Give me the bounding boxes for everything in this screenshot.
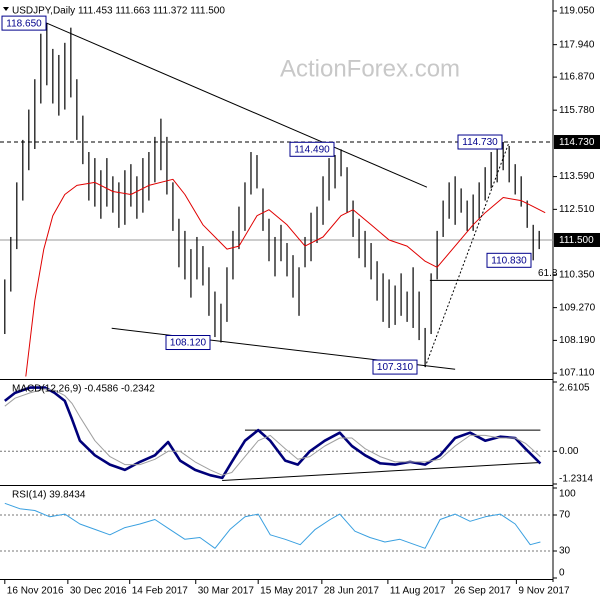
y-tick-label: 108.190 xyxy=(559,335,596,346)
x-tick-label: 30 Mar 2017 xyxy=(198,586,255,597)
y-tick-label: 117.940 xyxy=(559,39,595,50)
y-tick-label: 110.350 xyxy=(559,270,595,281)
x-tick-label: 16 Nov 2016 xyxy=(7,586,64,597)
panel xyxy=(0,19,553,377)
title-arrow xyxy=(3,7,9,11)
x-tick-label: 11 Aug 2017 xyxy=(390,586,446,597)
y-tick-label: 2.6105 xyxy=(559,383,590,394)
price-marker xyxy=(554,135,600,150)
annotation-label: 114.730 xyxy=(462,137,498,148)
y-tick-label: 113.590 xyxy=(559,171,595,182)
annotation-box xyxy=(486,252,532,268)
panel-title: RSI(14) 39.8434 xyxy=(12,490,86,501)
price-marker xyxy=(554,232,600,247)
y-tick-label: 119.050 xyxy=(559,6,595,17)
y-tick-label: 30 xyxy=(559,546,571,557)
indicator-line xyxy=(4,388,541,476)
annotation-box xyxy=(289,141,335,157)
fib-label: 61.8 xyxy=(538,268,558,279)
trend-line xyxy=(39,19,428,188)
annotation-box xyxy=(1,15,47,31)
x-tick-label: 14 Feb 2017 xyxy=(132,586,189,597)
annotation-box xyxy=(372,359,418,375)
x-tick-label: 15 May 2017 xyxy=(260,586,318,597)
panel-title: MACD(12,26,9) -0.4586 -0.2342 xyxy=(12,384,155,395)
trend-line xyxy=(424,141,510,368)
y-tick-label: 107.110 xyxy=(559,368,595,379)
indicator-line xyxy=(3,386,542,480)
annotation-label: 114.490 xyxy=(294,144,330,155)
y-tick-label: 100 xyxy=(559,489,576,500)
annotation-label: 118.650 xyxy=(6,18,42,29)
y-tick-label: 112.510 xyxy=(559,204,595,215)
indicator-line xyxy=(4,502,541,549)
annotation-label: 110.830 xyxy=(491,255,527,266)
panel xyxy=(0,502,553,552)
y-tick-label: 109.270 xyxy=(559,302,596,313)
y-tick-label: 115.780 xyxy=(559,105,595,116)
panel xyxy=(0,386,553,482)
x-tick-label: 9 Nov 2017 xyxy=(518,586,570,597)
x-tick-label: 30 Dec 2016 xyxy=(70,586,127,597)
watermark: ActionForex.com xyxy=(280,55,460,82)
annotation-box xyxy=(457,134,503,150)
y-tick-label: 0.00 xyxy=(559,446,579,457)
y-tick-label: 116.870 xyxy=(559,72,595,83)
price-marker-label: 114.730 xyxy=(559,137,595,148)
annotation-label: 108.120 xyxy=(170,338,207,349)
x-tick-label: 26 Sep 2017 xyxy=(454,586,511,597)
x-tick-label: 28 Jun 2017 xyxy=(324,586,379,597)
annotation-box xyxy=(165,335,211,351)
y-tick-label: -1.2314 xyxy=(559,474,593,485)
y-tick-label: 70 xyxy=(559,510,571,521)
panel-title: USDJPY,Daily 111.453 111.663 111.372 111… xyxy=(12,6,225,17)
price-marker-label: 111.500 xyxy=(559,235,594,246)
trend-line xyxy=(222,461,541,482)
moving-average xyxy=(25,178,546,377)
y-tick-label: 0 xyxy=(559,568,565,579)
annotation-label: 107.310 xyxy=(377,362,414,373)
